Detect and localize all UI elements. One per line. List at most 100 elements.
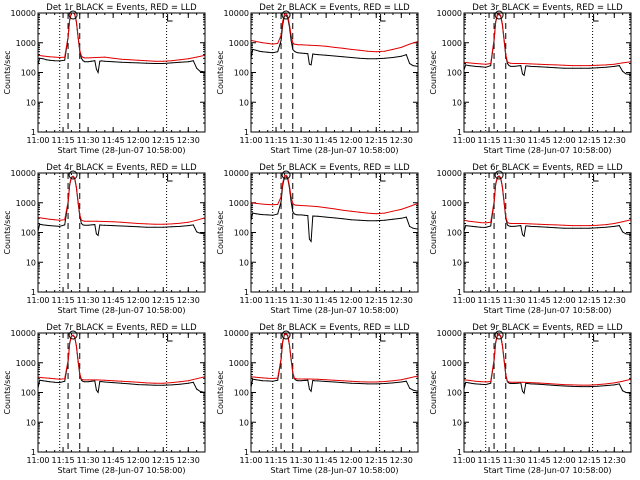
- data-point-events: [280, 201, 282, 202]
- data-point-lld: [112, 221, 114, 223]
- data-point-lld: [104, 379, 106, 381]
- data-point-lld: [503, 201, 505, 202]
- y-tick-label: 100: [447, 389, 462, 398]
- data-point-lld: [112, 57, 114, 59]
- data-point-lld: [283, 175, 285, 177]
- x-tick-label: 12:30: [177, 296, 200, 305]
- data-point-events: [252, 378, 254, 380]
- data-point-events: [293, 213, 295, 215]
- data-point-events: [137, 62, 139, 64]
- data-point-events: [307, 215, 309, 217]
- data-point-lld: [290, 357, 292, 359]
- data-point-lld: [74, 13, 76, 15]
- data-point-lld: [475, 221, 477, 223]
- data-point-lld: [334, 379, 335, 381]
- data-point-events: [400, 381, 402, 383]
- data-point-lld: [162, 382, 164, 384]
- data-point-events: [580, 386, 582, 388]
- data-point-lld: [501, 186, 503, 188]
- x-tick-label: 11:30: [77, 136, 100, 145]
- data-point-events: [538, 226, 540, 228]
- data-point-events: [129, 62, 131, 64]
- data-point-lld: [64, 219, 66, 221]
- data-point-lld: [282, 20, 284, 22]
- data-point-events: [547, 66, 548, 68]
- data-point-lld: [605, 383, 607, 385]
- y-tick-label: 1: [457, 288, 462, 297]
- data-point-lld: [84, 57, 86, 59]
- x-tick-label: 12:30: [177, 136, 200, 145]
- data-point-events: [384, 219, 386, 221]
- x-axis-label: Start Time (28-Jun-07 10:58:00): [58, 466, 186, 475]
- data-point-lld: [196, 219, 198, 221]
- data-point-lld: [308, 378, 310, 380]
- data-point-lld: [505, 374, 507, 376]
- y-axis-label: Counts/sec: [216, 210, 225, 254]
- data-point-events: [605, 66, 607, 68]
- x-tick-label: 12:15: [152, 456, 175, 465]
- data-point-events: [49, 225, 51, 227]
- data-point-events: [162, 226, 164, 228]
- data-point-lld: [87, 57, 89, 59]
- data-point-events: [409, 387, 411, 389]
- x-tick-label: 11:00: [452, 136, 475, 145]
- data-point-lld: [622, 221, 624, 223]
- data-point-lld: [79, 373, 81, 375]
- data-point-lld: [287, 176, 289, 178]
- series-group: [464, 175, 631, 238]
- data-point-events: [314, 215, 315, 217]
- data-point-lld: [622, 62, 624, 64]
- data-point-events: [129, 225, 131, 227]
- data-point-lld: [69, 342, 71, 344]
- data-point-lld: [290, 34, 292, 36]
- chart-title: Det 4r BLACK = Events, RED = LLD: [46, 163, 197, 173]
- x-tick-label: 11:00: [239, 136, 262, 145]
- data-point-lld: [597, 224, 599, 226]
- data-point-lld: [287, 15, 289, 17]
- data-point-events: [597, 67, 599, 69]
- data-point-events: [303, 52, 305, 54]
- bracket-marker: [380, 14, 386, 22]
- bracket-marker: [593, 174, 599, 182]
- data-point-lld: [530, 223, 532, 225]
- y-tick-label: 10: [239, 258, 249, 267]
- data-point-events: [192, 60, 194, 62]
- bracket-marker: [593, 14, 599, 22]
- data-point-events: [527, 383, 528, 384]
- data-point-events: [87, 381, 89, 383]
- data-point-lld: [350, 380, 352, 382]
- data-point-events: [121, 61, 122, 63]
- y-tick-label: 100: [234, 229, 249, 238]
- data-point-events: [508, 382, 510, 384]
- x-tick-label: 12:15: [578, 296, 601, 305]
- data-point-lld: [597, 64, 599, 66]
- data-point-events: [199, 232, 201, 234]
- data-point-lld: [59, 219, 61, 221]
- data-point-events: [252, 48, 254, 50]
- data-point-events: [409, 225, 411, 227]
- data-point-events: [471, 225, 473, 227]
- x-tick-label: 11:30: [503, 136, 526, 145]
- data-point-lld: [59, 378, 61, 380]
- y-tick-label: 10000: [11, 329, 36, 338]
- data-point-events: [258, 213, 260, 215]
- series-line-lld: [38, 13, 205, 62]
- y-tick-label: 10000: [224, 169, 249, 178]
- data-point-events: [525, 225, 527, 227]
- data-point-lld: [400, 46, 402, 48]
- x-axis-label: Start Time (28-Jun-07 10:58:00): [58, 306, 186, 315]
- data-point-events: [295, 379, 297, 381]
- data-point-lld: [308, 205, 310, 207]
- data-point-events: [510, 383, 512, 384]
- peak-marker: [281, 330, 291, 340]
- data-point-lld: [367, 381, 369, 383]
- y-tick-label: 10000: [224, 9, 249, 18]
- data-point-events: [104, 224, 106, 226]
- chart-panel-2: Det 2r BLACK = Events, RED = LLD 1 10 100 10…: [216, 3, 419, 155]
- x-tick-label: 12:00: [553, 136, 576, 145]
- peak-marker: [68, 10, 78, 20]
- data-point-lld: [384, 50, 386, 52]
- x-tick-label: 12:15: [365, 136, 388, 145]
- data-point-events: [530, 383, 532, 385]
- data-point-lld: [475, 380, 477, 382]
